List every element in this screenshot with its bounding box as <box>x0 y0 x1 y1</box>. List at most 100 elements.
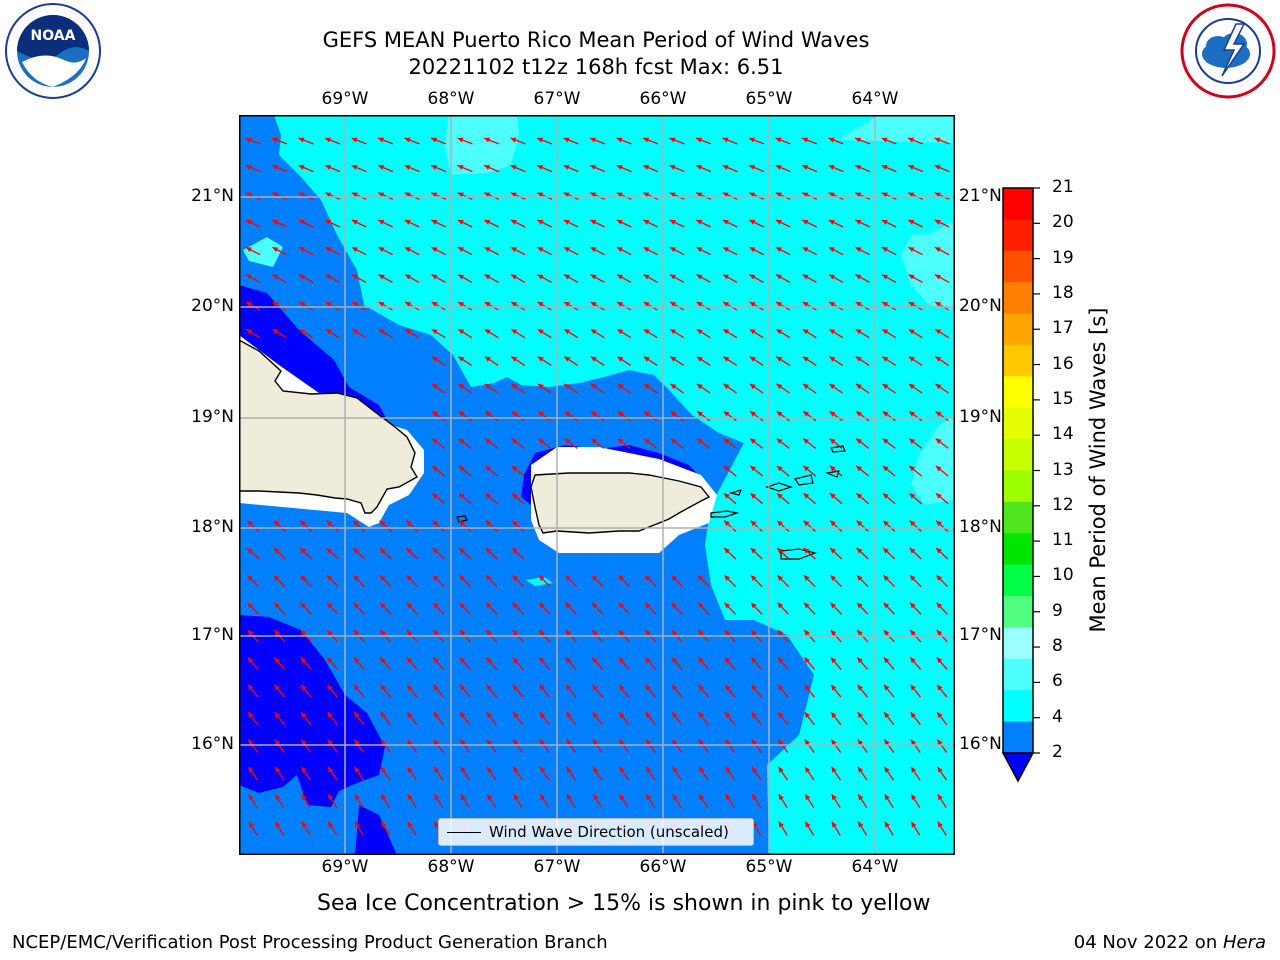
wind-wave-arrow-head <box>565 657 572 664</box>
wind-wave-arrow-head <box>564 274 570 280</box>
wind-wave-arrow-head <box>591 438 597 444</box>
wind-wave-arrow-head <box>698 602 704 609</box>
wind-wave-arrow-head <box>884 821 890 828</box>
wind-wave-arrow-head <box>301 712 307 718</box>
wind-wave-arrow-head <box>857 684 863 691</box>
wind-wave-arrow-head <box>245 220 252 225</box>
wind-wave-arrow-head <box>351 247 358 253</box>
wind-wave-arrow-head <box>723 302 730 307</box>
wind-wave-arrow-head <box>484 274 491 280</box>
wind-wave-arrow-head <box>484 356 491 362</box>
wind-wave-arrow-head <box>777 548 783 554</box>
wind-wave-arrow-head <box>750 493 757 499</box>
wind-wave-arrow-head <box>457 220 464 225</box>
wind-wave-arrow-head <box>458 493 465 499</box>
wind-wave-arrow-head <box>881 247 888 253</box>
wind-wave-arrow-head <box>459 575 465 581</box>
wind-wave-arrow-head <box>934 247 941 253</box>
wind-wave-arrow-head <box>908 356 915 362</box>
wind-wave-arrow-head <box>379 548 386 554</box>
wind-wave-arrow-head <box>434 794 440 801</box>
wind-wave-arrow-head <box>671 575 677 581</box>
wind-wave-arrow-head <box>936 520 942 527</box>
wind-wave-arrow-head <box>565 602 572 609</box>
wind-wave-arrow-head <box>882 274 888 280</box>
wind-wave-arrow-head <box>749 302 756 307</box>
wind-wave-arrow-head <box>670 438 677 444</box>
wind-wave-arrow-head <box>378 274 385 280</box>
wind-wave-arrow-head <box>696 356 703 362</box>
wind-wave-arrow-head <box>351 192 358 198</box>
colorbar-segment <box>1003 564 1033 597</box>
wind-wave-arrow-head <box>723 356 730 362</box>
wind-wave-arrow-head <box>804 739 811 746</box>
lat-label-left-20n: 20°N <box>191 296 234 316</box>
lon-label-bottom-66w: 66°W <box>639 857 687 877</box>
wind-wave-arrow-head <box>775 165 782 170</box>
wind-wave-arrow-head <box>830 548 836 554</box>
wind-wave-arrow-head <box>246 302 253 307</box>
wind-wave-arrow-head <box>936 575 942 581</box>
wind-wave-arrow-head <box>327 630 333 636</box>
wind-wave-arrow-head <box>405 302 412 307</box>
wind-wave-arrow-head <box>486 684 492 691</box>
wind-wave-arrow-head <box>566 739 572 746</box>
wind-wave-arrow-head <box>856 438 862 444</box>
wind-wave-arrow-head <box>327 739 334 746</box>
wind-wave-arrow-head <box>802 165 809 170</box>
wind-wave-arrow-head <box>485 465 492 472</box>
wind-wave-arrow-head <box>325 165 332 170</box>
wind-wave-arrow-head <box>645 630 651 636</box>
wind-wave-arrow-head <box>802 383 809 390</box>
wind-wave-arrow-head <box>593 766 599 773</box>
wind-wave-arrow-head <box>272 192 279 198</box>
wind-wave-arrow-head <box>882 356 889 362</box>
wind-wave-arrow-head <box>431 329 438 335</box>
wind-wave-arrow-head <box>458 465 465 472</box>
wind-wave-arrow-head <box>855 220 862 225</box>
wind-wave-arrow-head <box>537 302 544 307</box>
wind-wave-arrow-head <box>750 465 757 472</box>
wind-wave-arrow-head <box>592 630 598 636</box>
wind-wave-arrow-head <box>934 165 941 170</box>
wind-wave-arrow-head <box>671 657 678 664</box>
wind-wave-arrow-head <box>298 192 305 198</box>
wind-wave-arrow-head <box>354 712 360 718</box>
lat-label-left-17n: 17°N <box>191 625 234 645</box>
colorbar-segment <box>1003 219 1033 252</box>
wind-wave-arrow-head <box>354 684 360 691</box>
wind-wave-arrow-head <box>353 602 360 609</box>
wind-wave-arrow-head <box>857 712 863 718</box>
wind-wave-arrow-head <box>828 220 835 225</box>
wind-wave-arrow-head <box>432 465 439 472</box>
wind-wave-arrow-head <box>829 383 836 390</box>
wind-wave-arrow-head <box>248 766 254 773</box>
wind-wave-arrow-head <box>908 220 915 225</box>
wind-wave-arrow-head <box>537 137 543 143</box>
wind-wave-arrow-head <box>751 684 757 691</box>
lat-label-left-19n: 19°N <box>191 407 234 427</box>
wind-wave-arrow-head <box>406 602 413 609</box>
wind-wave-arrow-head <box>592 602 598 609</box>
wind-wave-arrow-head <box>804 630 810 636</box>
wind-wave-arrow-head <box>407 794 413 801</box>
wind-wave-arrow-head <box>855 192 862 198</box>
wind-wave-arrow-head <box>856 465 863 472</box>
wind-wave-arrow-head <box>434 821 440 828</box>
wind-wave-arrow-head <box>378 165 385 170</box>
wind-wave-arrow-head <box>513 684 519 691</box>
wind-wave-arrow-head <box>457 165 464 170</box>
wind-wave-arrow-head <box>696 274 703 280</box>
wind-wave-arrow-head <box>538 438 544 444</box>
wind-wave-arrow-head <box>645 684 651 691</box>
wind-wave-arrow-head <box>538 411 544 417</box>
wind-wave-arrow-head <box>487 766 493 773</box>
wind-wave-arrow-head <box>777 520 783 527</box>
wind-wave-arrow-head <box>644 575 651 581</box>
wind-wave-arrow-head <box>511 438 518 444</box>
wind-wave-arrow-head <box>910 602 916 609</box>
wind-wave-arrow-head <box>353 520 359 527</box>
wind-wave-arrow-head <box>378 192 385 198</box>
wind-wave-arrow-head <box>908 274 915 280</box>
land-anegada <box>830 445 846 453</box>
